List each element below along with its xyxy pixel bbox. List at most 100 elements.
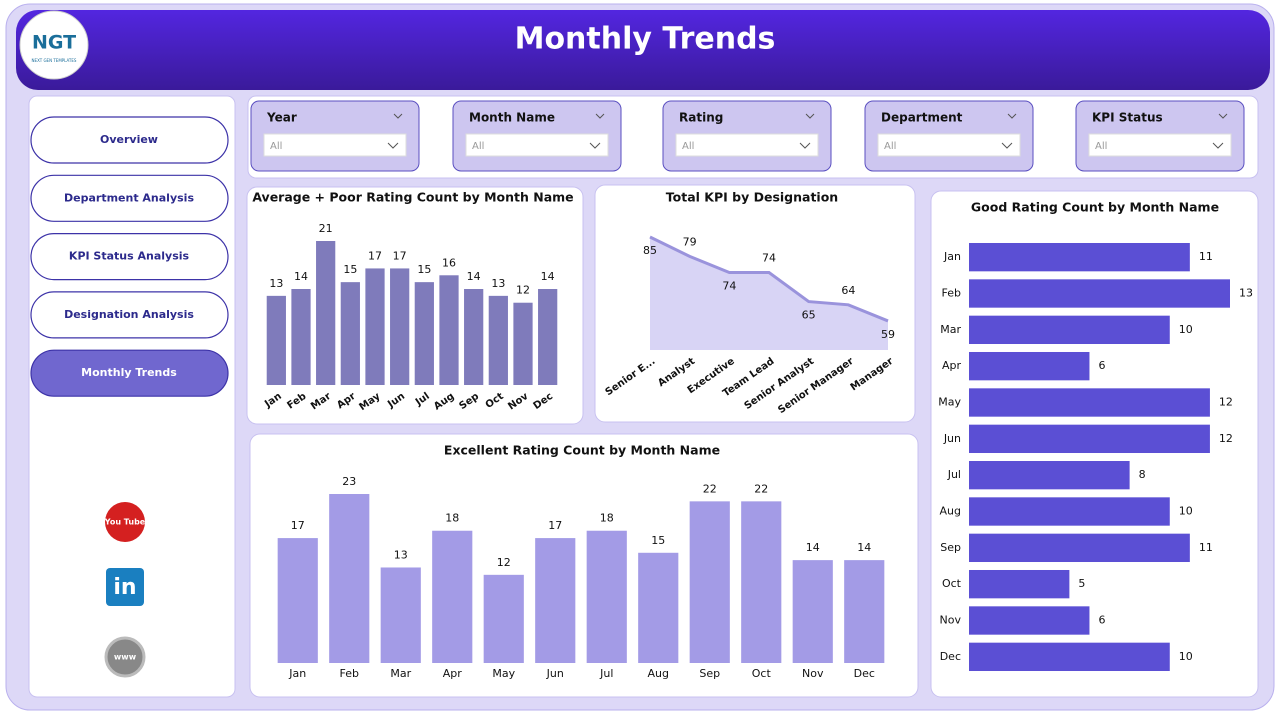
data-label: 16 — [442, 256, 456, 269]
nav-label: Designation Analysis — [64, 308, 194, 321]
nav-button[interactable] — [30, 233, 229, 281]
line — [649, 235, 889, 323]
chevron — [1001, 142, 1013, 149]
x-tick-label: Dec — [854, 667, 875, 680]
data-label: 10 — [1179, 323, 1193, 336]
bar — [277, 538, 318, 663]
dropdown-value: All — [1095, 141, 1107, 152]
data-label: 21 — [319, 222, 333, 235]
x-tick-label: Jun — [546, 667, 564, 680]
data-label: 13 — [269, 277, 283, 290]
bar — [464, 289, 484, 385]
chevron — [1218, 113, 1228, 119]
bar — [741, 501, 782, 663]
header-bar — [16, 10, 1270, 90]
nav-button[interactable] — [30, 174, 229, 222]
y-tick-label: Feb — [942, 287, 961, 300]
bar — [689, 501, 730, 663]
nav-button[interactable] — [30, 116, 229, 164]
page-title: Monthly Trends — [515, 22, 776, 57]
filter-label: Month Name — [469, 111, 555, 125]
data-label: 5 — [1078, 577, 1085, 590]
chevron — [387, 142, 399, 149]
data-label: 11 — [1199, 250, 1213, 263]
filter-label: Department — [881, 111, 963, 125]
data-label: 74 — [722, 280, 736, 293]
web-icon[interactable] — [104, 636, 146, 678]
data-label: 15 — [343, 263, 357, 276]
data-label: 17 — [393, 249, 407, 262]
youtube-icon[interactable] — [105, 502, 145, 542]
bar — [340, 282, 360, 385]
data-label: 12 — [497, 556, 511, 569]
filter-label: Year — [266, 111, 297, 125]
y-tick-label: Mar — [940, 323, 961, 336]
data-label: 13 — [394, 548, 408, 561]
nav-label: Overview — [100, 133, 158, 146]
bar — [969, 642, 1170, 672]
x-tick-label: Sep — [699, 667, 720, 680]
bar — [390, 268, 410, 385]
y-tick-label: Sep — [940, 541, 961, 554]
dropdown[interactable] — [263, 133, 407, 157]
x-tick-label: Jul — [599, 667, 613, 680]
linkedin-icon[interactable] — [106, 568, 144, 606]
y-tick-label: Dec — [940, 650, 961, 663]
data-label: 85 — [643, 244, 657, 257]
logo-caption: NEXT GEN TEMPLATES — [32, 58, 77, 63]
data-label: 13 — [491, 277, 505, 290]
y-tick-label: Jan — [943, 250, 961, 263]
dropdown[interactable] — [877, 133, 1021, 157]
bar — [969, 315, 1170, 345]
dropdown[interactable] — [1088, 133, 1232, 157]
data-label: 11 — [1199, 541, 1213, 554]
dropdown[interactable] — [465, 133, 609, 157]
data-label: 10 — [1179, 650, 1193, 663]
data-label: 74 — [762, 252, 776, 265]
bar — [365, 268, 385, 385]
icon-label: in — [113, 575, 136, 600]
chart-title: Good Rating Count by Month Name — [971, 200, 1219, 215]
bar — [538, 289, 558, 385]
data-label: 22 — [754, 482, 768, 495]
icon-label: You Tube — [104, 518, 146, 527]
y-tick-label: Nov — [940, 614, 962, 627]
dropdown-value: All — [884, 141, 896, 152]
data-label: 12 — [1219, 432, 1233, 445]
bar — [792, 560, 833, 663]
bar — [535, 538, 576, 663]
data-label: 17 — [368, 249, 382, 262]
nav-button[interactable] — [30, 291, 229, 339]
chevron — [1212, 142, 1224, 149]
bar — [969, 424, 1210, 454]
bar — [638, 552, 679, 663]
bar — [969, 351, 1090, 381]
nav-button[interactable] — [30, 349, 229, 397]
logo-text: NGT — [32, 32, 76, 54]
dropdown[interactable] — [675, 133, 819, 157]
data-label: 64 — [841, 284, 855, 297]
dropdown-value: All — [270, 141, 282, 152]
filter-label: Rating — [679, 111, 723, 125]
bar — [969, 569, 1070, 599]
data-label: 6 — [1098, 614, 1105, 627]
dropdown-value: All — [682, 141, 694, 152]
data-label: 14 — [467, 270, 481, 283]
x-tick-label: Oct — [752, 667, 772, 680]
bar — [266, 295, 286, 385]
nav-label: Department Analysis — [64, 191, 194, 204]
chevron — [805, 113, 815, 119]
bar — [316, 241, 336, 385]
data-label: 10 — [1179, 505, 1193, 518]
x-tick-label: Apr — [443, 667, 463, 680]
logo — [19, 10, 89, 80]
dropdown-value: All — [472, 141, 484, 152]
bar — [586, 530, 627, 663]
y-tick-label: Jun — [943, 432, 961, 445]
x-tick-label: Aug — [648, 667, 669, 680]
filter-label: KPI Status — [1092, 111, 1163, 125]
bar — [969, 279, 1230, 308]
bar — [969, 533, 1190, 563]
data-label: 12 — [516, 284, 530, 297]
